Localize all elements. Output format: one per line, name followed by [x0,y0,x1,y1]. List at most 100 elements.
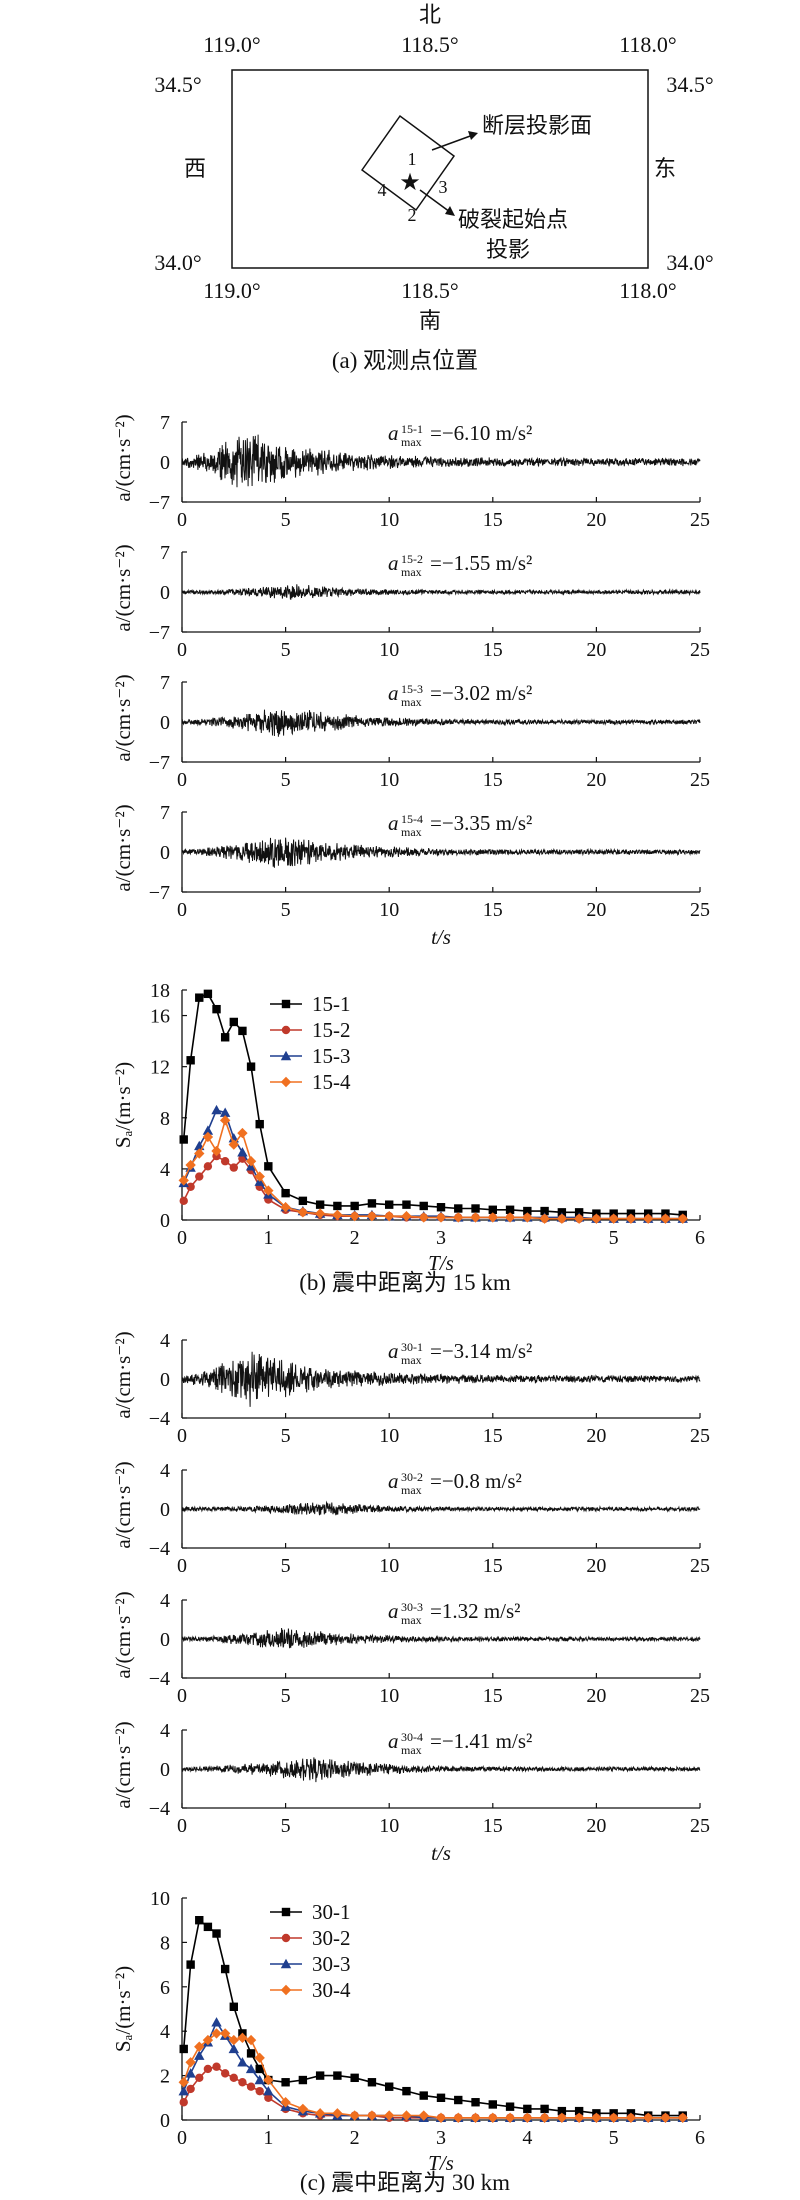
data-point [573,2112,585,2123]
point-4: 4 [378,180,387,200]
data-point [643,2112,654,2123]
legend-marker [281,1907,291,1917]
data-point [245,2063,257,2074]
data-point [237,1127,248,1139]
data-point [229,1017,238,1027]
x-tick-label: 25 [690,1425,710,1447]
y-tick-label: 18 [150,980,170,1002]
legend-item: 30-3 [270,1952,351,1976]
waveform-line [181,1351,701,1407]
lon-bottom-left: 119.0° [203,278,260,303]
amax-symbol: a [388,421,399,445]
data-point [298,1196,308,1206]
x-tick-label: 10 [379,1815,399,1837]
data-point [202,1125,214,1135]
amax-value: =−3.02 m/s² [430,681,532,705]
data-point [203,2064,213,2074]
legend-label: 30-2 [312,1926,351,1950]
y-axis-label: a/(cm·s⁻²) [111,1331,135,1418]
y-tick-label: −7 [149,492,170,514]
data-point [366,1210,378,1222]
legend-item: 15-1 [270,992,351,1016]
x-tick-label: 5 [281,509,291,531]
y-axis-label: a/(cm·s⁻²) [111,1721,135,1808]
y-tick-label: 12 [150,1057,170,1079]
point-1: 1 [408,149,417,169]
location-map: 北 119.0° 118.5° 118.0° 34.5° 34.5° 西 东 3… [154,2,713,373]
x-axis-label: T/s [428,2151,454,2175]
y-tick-label: −4 [149,1798,170,1820]
fault-label: 断层投影面 [482,113,592,138]
amax-sup: 30-3 [401,1600,423,1614]
epicenter-arrow [419,189,451,213]
x-tick-label: 5 [609,1227,619,1249]
y-tick-label: 0 [160,452,170,474]
data-point [185,2068,196,2078]
data-point [254,2074,265,2085]
data-point [297,1207,309,1218]
data-point [419,1201,428,1211]
data-point [186,1056,195,1065]
data-point [238,2078,247,2087]
x-tick-label: 15 [483,1425,503,1447]
y-tick-label: 4 [160,1590,170,1612]
data-point [471,2098,480,2107]
data-point [332,1209,343,1221]
amax-sup: 30-4 [401,1730,423,1744]
data-point [540,2104,549,2114]
data-point [418,2110,429,2121]
data-point [367,1199,377,1208]
data-point [219,2028,231,2039]
caption-a: (a) 观测点位置 [332,348,478,373]
x-axis-label: t/s [431,1841,451,1865]
amax-value: =−0.8 m/s² [430,1469,522,1493]
data-point [402,2086,411,2096]
x-tick-label: 10 [379,509,399,531]
x-tick-label: 2 [350,1227,360,1249]
amax-symbol: a [388,1339,399,1363]
data-point [574,2106,584,2116]
data-point [212,2062,221,2071]
x-tick-label: 15 [483,769,503,791]
data-point [608,2112,619,2123]
amax-sup: 15-4 [401,812,423,826]
legend-marker [280,1076,292,1088]
data-point [179,1135,188,1144]
data-point [203,1922,213,1932]
y-axis-label: a/(cm·s⁻²) [111,414,135,501]
data-point [419,2091,428,2100]
amax-sup: 15-1 [401,422,423,436]
data-point [237,2032,248,2044]
x-tick-label: 5 [281,1555,291,1577]
y-axis-label: a/(cm·s⁻²) [111,1461,135,1548]
data-point [453,2112,464,2123]
fault-arrow [431,134,474,151]
legend-label: 15-2 [312,1018,351,1042]
data-point [488,1205,497,1214]
data-point [504,2112,516,2123]
data-point [505,1205,515,1214]
data-point [220,2069,230,2078]
data-point [186,1960,195,1969]
data-point [314,1208,326,1219]
data-point [454,1204,463,1213]
fault-plane [360,114,456,212]
data-point [255,2064,264,2074]
waveform-line [181,1500,701,1516]
caption-b: (b) 震中距离为 15 km [299,1270,511,1295]
point-2: 2 [408,205,417,225]
x-tick-label: 20 [586,509,606,531]
data-point [194,1148,205,1159]
data-point [229,2002,238,2011]
east-label: 东 [654,156,676,181]
amax-value: =1.32 m/s² [430,1599,520,1623]
data-point [453,1212,464,1223]
data-point [195,1916,204,1925]
legend-item: 30-4 [270,1978,351,2002]
y-axis-label: a/(cm·s⁻²) [111,1591,135,1678]
x-tick-label: 15 [483,639,503,661]
y-tick-label: −7 [149,622,170,644]
data-point [608,1213,619,1224]
